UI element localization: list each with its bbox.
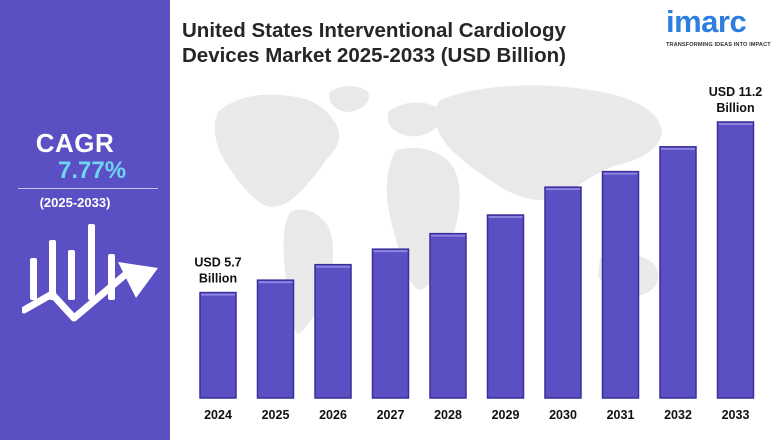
cagr-period: (2025-2033)	[39, 195, 111, 210]
annotation-2033-line2: Billion	[716, 101, 754, 115]
annotation-2033-line1: USD 11.2	[709, 85, 763, 99]
x-tick-label-2024: 2024	[204, 408, 232, 422]
logo-wordmark: imarc	[666, 4, 747, 39]
x-tick-label-2025: 2025	[262, 408, 290, 422]
bar-highlight-2027	[373, 250, 408, 253]
bar-2028	[429, 232, 467, 399]
imarc-logo: imarc TRANSFORMING IDEAS INTO IMPACT	[662, 4, 774, 52]
bar-2029	[486, 214, 525, 399]
annotation-2024-line2: Billion	[199, 272, 237, 286]
bar-2030	[544, 186, 582, 399]
bar-2026	[314, 263, 352, 399]
cagr-value: 7.77%	[58, 157, 127, 184]
bar-highlight-2026	[316, 265, 350, 268]
bar-highlight-2030	[546, 188, 580, 191]
chart-title: United States Interventional Cardiology …	[182, 19, 566, 67]
bar-2033	[716, 121, 755, 399]
cagr-divider	[18, 188, 158, 189]
bar-2024	[199, 291, 237, 399]
annotation-2024-line1: USD 5.7	[194, 256, 241, 270]
bar-highlight-2024	[201, 293, 235, 296]
x-axis-tick-labels: 2024 2025 2026 2027 2028 2029 2030 2031 2032 2033	[204, 408, 749, 422]
x-tick-label-2031: 2031	[607, 408, 635, 422]
cagr-panel: CAGR 7.77% (2025-2033)	[0, 0, 170, 440]
bar-series	[199, 121, 755, 399]
bar-2032	[659, 146, 697, 399]
cagr-label: CAGR	[35, 128, 115, 158]
bar-highlight-2031	[603, 172, 638, 175]
bar-highlight-2029	[488, 216, 523, 219]
x-tick-label-2029: 2029	[492, 408, 520, 422]
bar-2027	[371, 248, 410, 399]
bar-highlight-2025	[258, 281, 293, 284]
x-tick-label-2030: 2030	[549, 408, 577, 422]
x-tick-label-2027: 2027	[377, 408, 405, 422]
logo-tagline: TRANSFORMING IDEAS INTO IMPACT	[666, 42, 771, 48]
bar-highlight-2033	[718, 123, 753, 125]
bar-highlight-2028	[431, 234, 465, 237]
x-tick-label-2026: 2026	[319, 408, 347, 422]
growth-chart-icon	[22, 224, 158, 322]
x-tick-label-2033: 2033	[722, 408, 750, 422]
value-annotations: USD 5.7 Billion USD 11.2 Billion	[194, 85, 762, 286]
bar-2025	[256, 279, 295, 399]
bar-highlight-2032	[661, 147, 695, 150]
bar-2031	[601, 170, 640, 399]
x-tick-label-2028: 2028	[434, 408, 462, 422]
x-tick-label-2032: 2032	[664, 408, 692, 422]
